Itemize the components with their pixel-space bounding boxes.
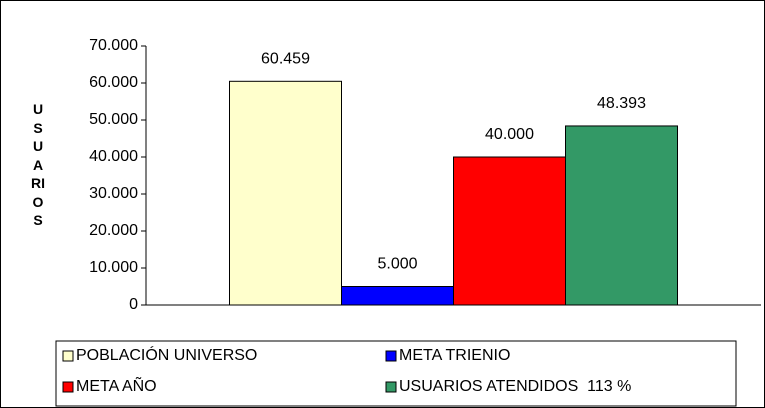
y-tick-label: 30.000: [89, 185, 138, 202]
y-tick-label: 70.000: [89, 37, 138, 54]
legend-label: META AÑO: [76, 375, 157, 395]
y-tick-label: 60.000: [89, 74, 138, 91]
legend-label: POBLACIÓN UNIVERSO: [76, 345, 257, 364]
y-axis-label: USUARIOS: [31, 101, 45, 228]
y-tick-label: 10.000: [89, 259, 138, 276]
y-tick-label: 20.000: [89, 222, 138, 239]
legend-swatch: [385, 381, 397, 393]
y-tick-label: 0: [129, 296, 138, 313]
legend-swatch: [62, 350, 74, 362]
bar: [565, 125, 678, 306]
legend-label: META TRIENIO: [399, 347, 510, 364]
bar: [453, 156, 566, 306]
value-label: 48.393: [597, 95, 646, 112]
y-tick-label: 40.000: [89, 148, 138, 165]
value-label: 40.000: [485, 126, 534, 143]
legend-swatch: [62, 381, 74, 393]
bar: [341, 286, 454, 306]
value-label: 60.459: [261, 51, 310, 68]
legend-label: USUARIOS ATENDIDOS 113 %: [399, 378, 631, 395]
legend-swatch: [385, 350, 397, 362]
bar: [229, 80, 342, 306]
y-tick-label: 50.000: [89, 111, 138, 128]
value-label: 5.000: [377, 256, 417, 273]
